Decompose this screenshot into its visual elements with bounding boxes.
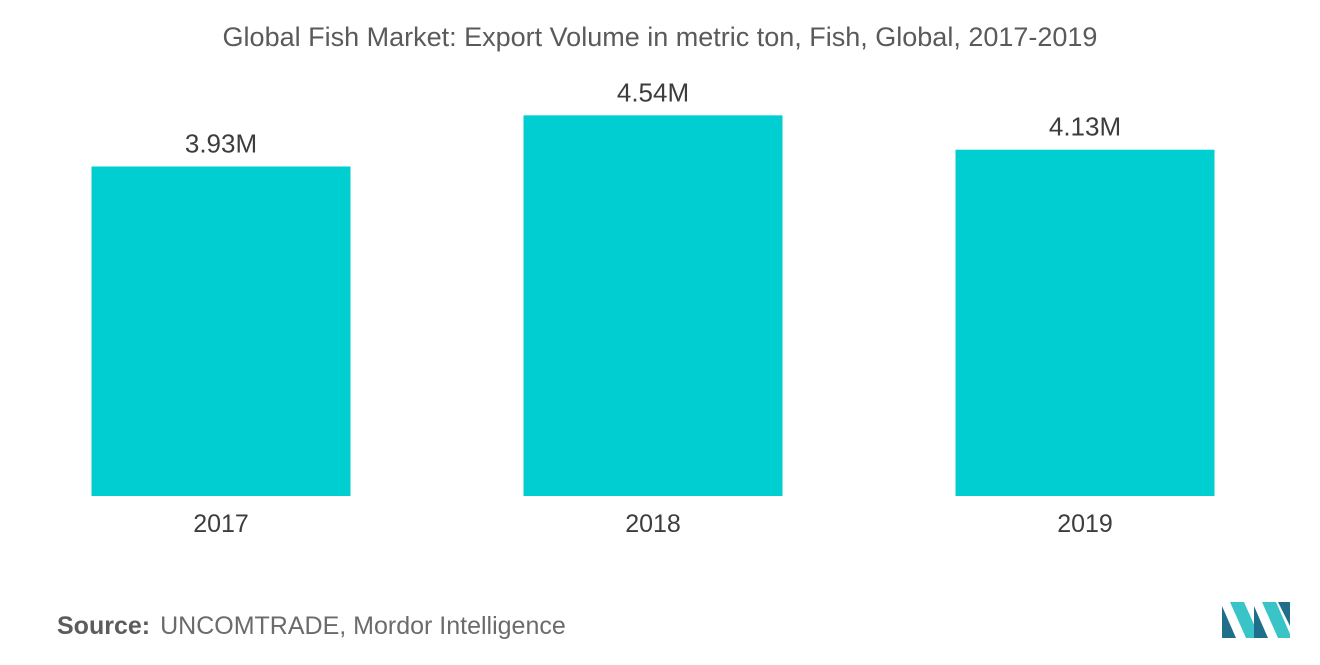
x-tick-label: 2017 (193, 510, 249, 538)
chart-title: Global Fish Market: Export Volume in met… (222, 22, 1098, 52)
mordor-intelligence-logo-icon (1222, 602, 1290, 638)
bar-2017 (91, 166, 351, 496)
bar-2019 (955, 149, 1215, 496)
source-note: Source: UNCOMTRADE, Mordor Intelligence (57, 612, 566, 641)
bar-value-label: 3.93M (185, 128, 257, 158)
bar-value-label: 4.54M (617, 77, 689, 107)
source-label: Source: (57, 612, 151, 640)
bar-chart: 3.93M 2017 4.54M 2018 4.13M 2019 (91, 77, 1215, 538)
x-tick-label: 2018 (625, 510, 681, 538)
source-text: UNCOMTRADE, Mordor Intelligence (160, 612, 566, 640)
bar-value-label: 4.13M (1049, 112, 1121, 142)
x-tick-label: 2019 (1057, 510, 1113, 538)
bar-2018 (523, 115, 783, 496)
